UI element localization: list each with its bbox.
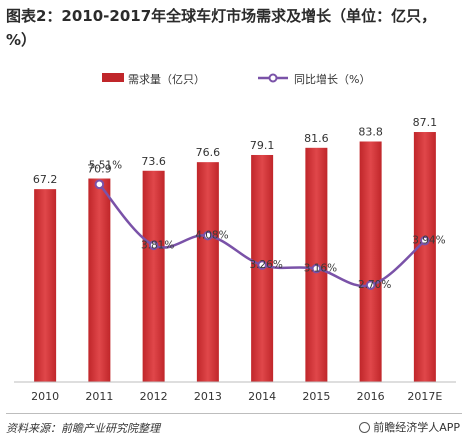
- growth-point-2015: [311, 263, 322, 274]
- x-tick-label: 2017E: [407, 390, 442, 403]
- x-tick-label: 2012: [140, 390, 168, 403]
- x-tick-label: 2013: [194, 390, 222, 403]
- bar-value-label: 67.2: [33, 173, 58, 186]
- bar-value-label: 81.6: [304, 132, 329, 145]
- growth-point-2011: [94, 179, 105, 190]
- legend-bar-label: 需求量（亿只）: [128, 73, 205, 86]
- growth-value-label: 2.70%: [358, 279, 391, 291]
- bar-value-label: 73.6: [141, 155, 166, 168]
- legend-line-label: 同比增长（%）: [294, 73, 371, 86]
- growth-value-label: 3.81%: [141, 239, 174, 251]
- growth-point-2017E: [420, 235, 430, 246]
- growth-value-label: 3.94%: [412, 235, 445, 247]
- x-tick-label: 2015: [302, 390, 330, 403]
- bar-2016: [359, 141, 382, 382]
- growth-point-2013: [203, 230, 213, 241]
- legend-bar-swatch: [102, 73, 124, 82]
- legend: 需求量（亿只） 同比增长（%）: [0, 70, 468, 88]
- growth-point-2012: [148, 240, 159, 251]
- bar-value-label: 76.6: [196, 146, 221, 159]
- growth-value-label: 5.51%: [89, 159, 122, 171]
- chart-plot: 67.2 70.9 73.6 76.6 79.1 81.6 83.8 87.1 2010 2011…: [14, 116, 456, 403]
- growth-point-2014: [257, 260, 267, 270]
- bar-2011: [88, 178, 111, 382]
- x-tick-label: 2011: [85, 390, 113, 403]
- brand-logo-icon: [359, 422, 371, 433]
- bar-value-label: 70.9: [87, 163, 112, 176]
- growth-value-label: 4.08%: [195, 230, 228, 242]
- bar-2010: [34, 189, 57, 382]
- legend-line-swatch: [258, 73, 288, 83]
- x-tick-label: 2016: [357, 390, 385, 403]
- bar-2013: [196, 162, 219, 382]
- chart-title: 图表2：2010-2017年全球车灯市场需求及增长（单位：亿只，%）: [6, 7, 437, 49]
- x-tick-label: 2010: [31, 390, 59, 403]
- source-note: 资料来源：前瞻产业研究院整理: [6, 422, 160, 435]
- bar-2017E: [413, 132, 436, 382]
- brand-label: 前瞻经济学人APP: [359, 419, 460, 435]
- brand-text: 前瞻经济学人APP: [373, 421, 460, 434]
- growth-point-2016: [365, 280, 376, 290]
- bar-2012: [142, 170, 165, 382]
- bar-value-label: 79.1: [250, 139, 275, 152]
- growth-value-label: 3.16%: [304, 263, 337, 275]
- x-tick-label: 2014: [248, 390, 276, 403]
- bar-value-label: 83.8: [358, 125, 383, 138]
- bar-value-label: 87.1: [413, 116, 438, 129]
- growth-value-label: 3.26%: [249, 259, 282, 271]
- footer-divider: [6, 413, 462, 414]
